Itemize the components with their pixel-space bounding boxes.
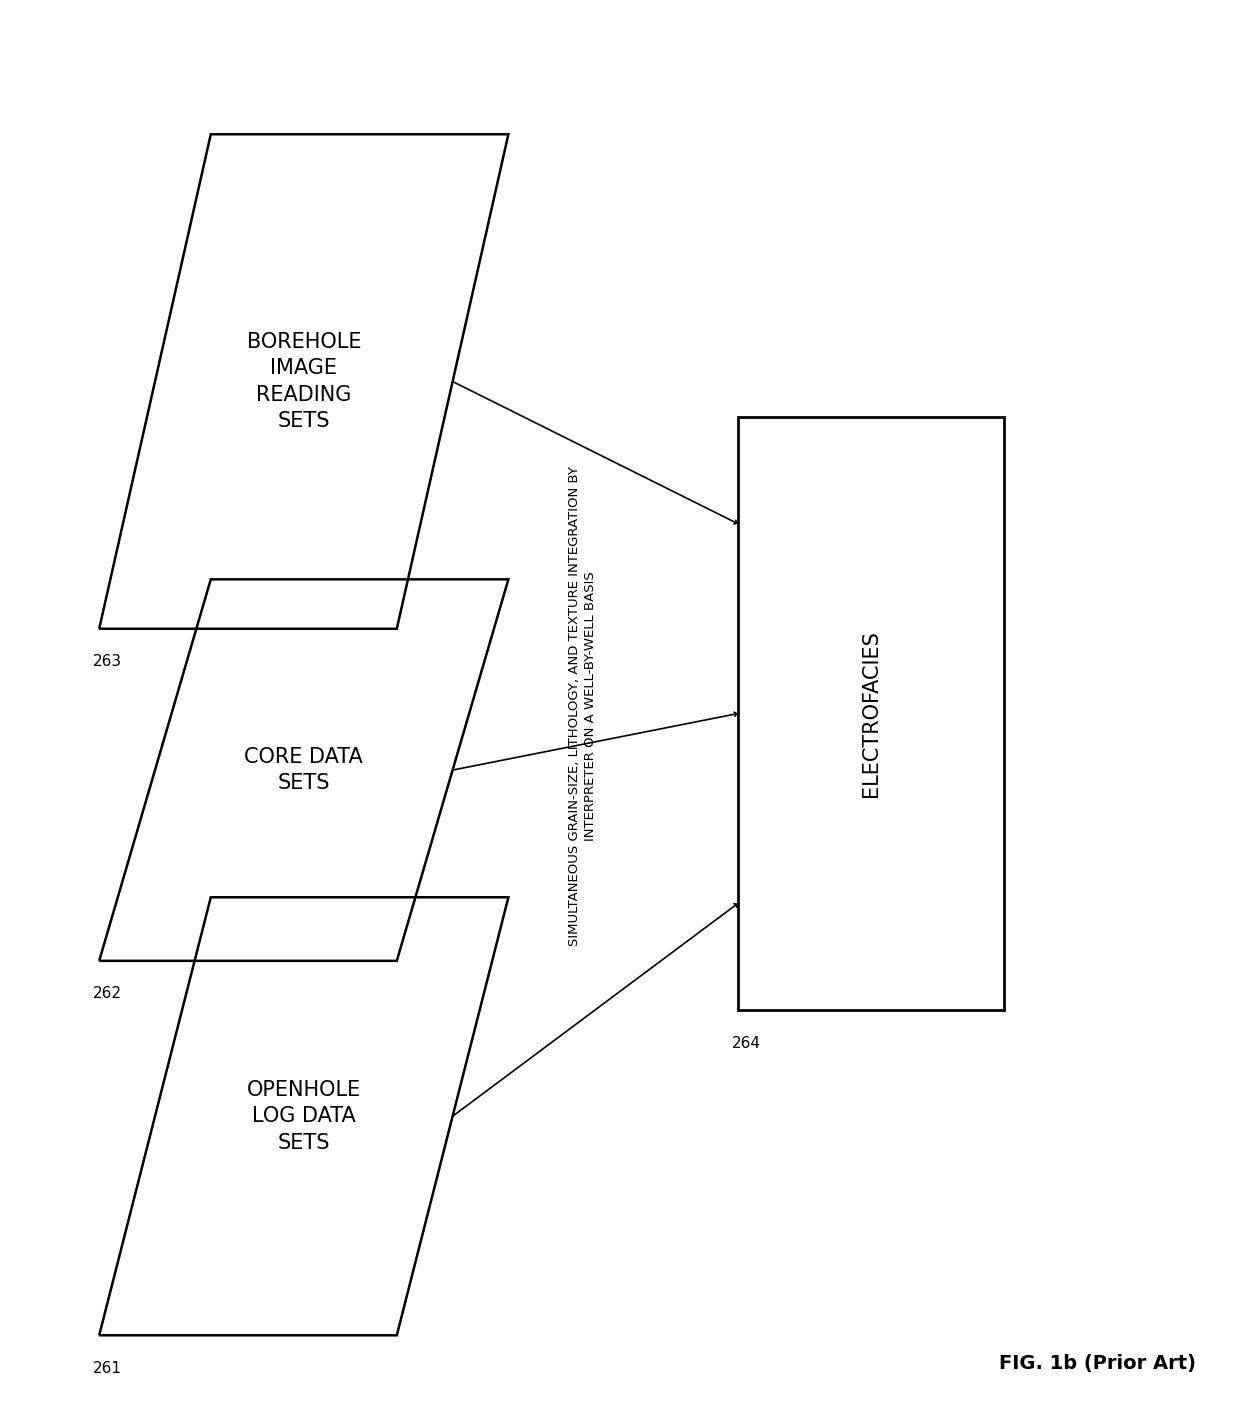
Text: 263: 263 (93, 654, 122, 670)
Text: OPENHOLE
LOG DATA
SETS: OPENHOLE LOG DATA SETS (247, 1080, 361, 1153)
Polygon shape (99, 897, 508, 1335)
Text: 261: 261 (93, 1361, 122, 1376)
Text: SIMULTANEOUS GRAIN-SIZE, LITHOLOGY, AND TEXTURE INTEGRATION BY
INTERPRETER ON A : SIMULTANEOUS GRAIN-SIZE, LITHOLOGY, AND … (568, 466, 598, 947)
Text: BOREHOLE
IMAGE
READING
SETS: BOREHOLE IMAGE READING SETS (247, 332, 361, 431)
Text: ELECTROFACIES: ELECTROFACIES (861, 630, 882, 797)
Text: 264: 264 (732, 1036, 760, 1051)
Text: 262: 262 (93, 986, 122, 1002)
Bar (738, 417, 1004, 1010)
Text: FIG. 1b (Prior Art): FIG. 1b (Prior Art) (999, 1354, 1195, 1373)
Polygon shape (99, 134, 508, 629)
Polygon shape (99, 579, 508, 961)
Text: CORE DATA
SETS: CORE DATA SETS (244, 747, 363, 793)
